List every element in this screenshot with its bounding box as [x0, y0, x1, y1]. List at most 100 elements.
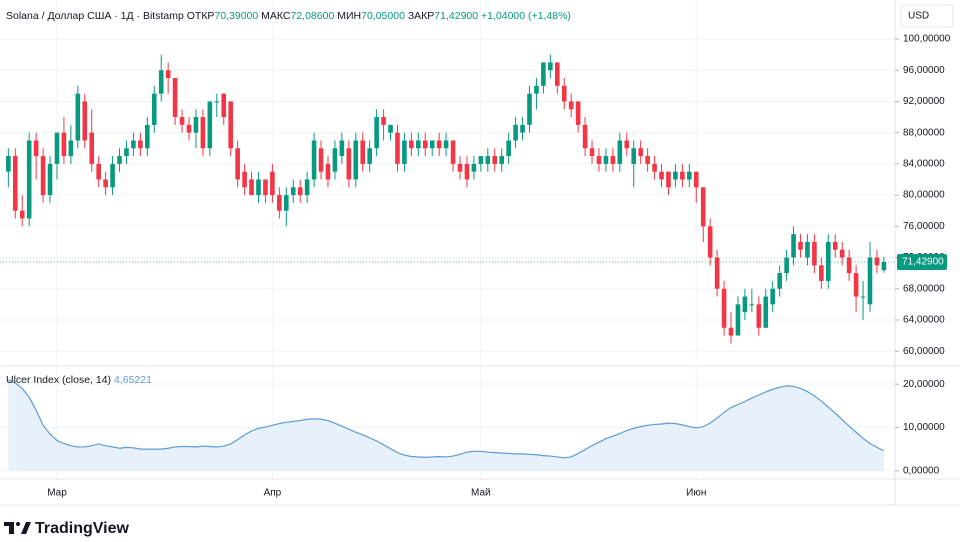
candle-body	[61, 132, 67, 157]
candle-body	[207, 101, 213, 149]
candle-body	[47, 163, 53, 196]
candle-body	[812, 241, 817, 266]
candle-body	[520, 124, 525, 133]
candle-body	[693, 171, 699, 188]
indicator-value: 4,65221	[114, 374, 152, 386]
candle-body	[506, 140, 511, 157]
x-tick-label: Май	[471, 488, 491, 499]
indicator-title: Ulcer Index (close, 14)	[6, 374, 111, 386]
ohlc-value: 71,42900	[434, 10, 478, 22]
ohlc-value: 72,08600	[291, 10, 335, 22]
candle-body	[416, 140, 421, 149]
indicator-legend: Ulcer Index (close, 14) 4,65221	[6, 374, 152, 386]
symbol-title: Solana / Доллар США · 1Д · Bitstamp	[6, 10, 184, 22]
logo: TradingView	[4, 520, 130, 537]
candle-body	[388, 124, 393, 133]
candle-body	[346, 148, 352, 180]
logo-mark	[4, 522, 14, 534]
candle-body	[158, 70, 164, 94]
candle-body	[117, 156, 122, 164]
candle-body	[40, 156, 46, 196]
candle-body	[450, 140, 456, 164]
candle-body	[200, 117, 206, 149]
last-price-tag	[897, 253, 947, 270]
candle-body	[700, 187, 706, 227]
candle-body	[568, 101, 574, 110]
candle-body	[297, 187, 303, 196]
candle-body	[124, 148, 129, 157]
candle-body	[33, 140, 39, 157]
candle-body	[374, 117, 379, 149]
candle-body	[624, 140, 630, 149]
candle-body	[784, 257, 789, 274]
candle-body	[610, 156, 616, 164]
candle-body	[763, 296, 769, 328]
candle-body	[881, 261, 887, 271]
candle-body	[256, 179, 261, 196]
candle-body	[6, 156, 11, 172]
candle-body	[402, 140, 407, 164]
ohlc-label: ОТКР	[187, 10, 215, 22]
candle-body	[54, 132, 60, 164]
candle-body	[457, 163, 463, 172]
indicator-line	[8, 379, 885, 459]
candle-body	[75, 93, 81, 141]
candle-body	[277, 195, 282, 211]
candle-body	[707, 226, 713, 258]
candle-body	[839, 249, 845, 258]
y-tick-label: 64,00000	[903, 315, 945, 326]
candle-body	[499, 156, 505, 164]
candle-body	[492, 156, 498, 164]
candle-body	[645, 156, 650, 164]
candle-body	[513, 124, 518, 141]
candle-body	[409, 140, 414, 149]
candle-body	[631, 148, 637, 164]
candle-body	[82, 101, 88, 141]
currency: USD	[908, 11, 929, 22]
candle-body	[235, 148, 240, 180]
candle-body	[332, 148, 338, 172]
ohlc-value: 70,39000	[214, 10, 258, 22]
candle-body	[805, 241, 810, 258]
y-tick-label: 88,00000	[903, 127, 945, 138]
candle-body	[714, 257, 720, 289]
candle-body	[575, 101, 581, 125]
candle-body	[19, 210, 25, 219]
candle-body	[325, 163, 331, 180]
y-tick-label: 0,00000	[903, 465, 940, 476]
candle-body	[131, 140, 136, 149]
candle-body	[367, 148, 372, 164]
candle-body	[756, 304, 762, 328]
candle-body	[527, 93, 532, 125]
candle-body	[666, 171, 671, 188]
candle-body	[422, 140, 428, 149]
y-tick-label: 60,00000	[903, 346, 945, 357]
y-tick-label: 84,00000	[903, 159, 945, 170]
indicator-area	[8, 379, 884, 471]
candle-body	[652, 163, 657, 172]
candle-body	[541, 62, 546, 86]
candle-body	[165, 70, 171, 79]
candle-body	[193, 117, 199, 133]
candle-body	[360, 140, 366, 164]
candle-body	[638, 148, 643, 157]
y-tick-label: 68,00000	[903, 283, 945, 294]
candle-body	[242, 171, 247, 188]
candle-body	[353, 140, 359, 180]
candle-body	[304, 179, 310, 196]
candle-body	[381, 117, 386, 125]
candle-body	[687, 171, 692, 180]
candle-body	[228, 101, 233, 149]
logo-mark	[21, 522, 31, 534]
price-change: +1,04000 (+1,48%)	[481, 10, 571, 22]
currency-box[interactable]	[900, 4, 954, 28]
candle-body	[290, 187, 296, 196]
candle-body	[214, 101, 220, 103]
candle-body	[846, 257, 852, 274]
brand: TradingView	[35, 520, 130, 537]
candle-body	[283, 195, 289, 211]
candle-body	[735, 304, 741, 336]
candle-body	[728, 327, 734, 336]
candle-body	[12, 156, 18, 211]
